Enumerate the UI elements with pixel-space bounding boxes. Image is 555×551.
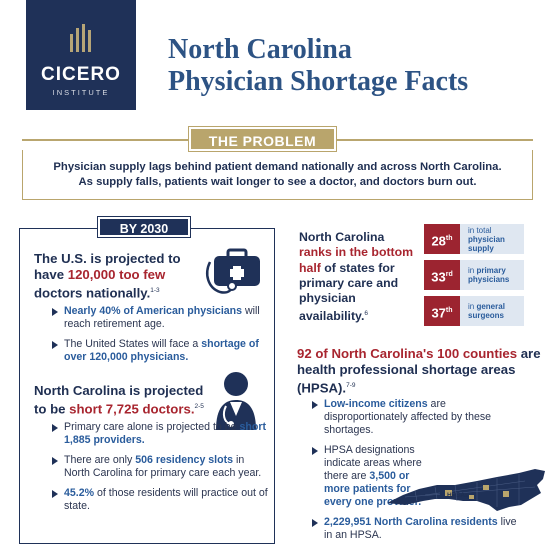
problem-statement: Physician supply lags behind patient dem…	[22, 150, 533, 200]
page-title: North Carolina Physician Shortage Facts	[168, 34, 469, 97]
nc-hpsa-map	[387, 469, 545, 511]
list-item: The United States will face a shortage o…	[50, 338, 265, 364]
doctor-icon	[216, 372, 256, 430]
columns-icon	[64, 22, 98, 52]
us-facts: Nearly 40% of American physicians will r…	[50, 305, 265, 371]
logo-name: CICERO	[41, 64, 121, 85]
rank-general-surgeons: 37th in general surgeons	[424, 296, 524, 326]
logo-subtitle: INSTITUTE	[52, 88, 110, 97]
list-item: 45.2% of those residents will practice o…	[50, 487, 268, 513]
cicero-logo: CICERO INSTITUTE	[26, 0, 136, 110]
list-item: There are only 506 residency slots in No…	[50, 454, 268, 480]
rank-primary-physicians: 33rd in primary physicians	[424, 260, 524, 290]
hpsa-heading: 92 of North Carolina's 100 counties are …	[297, 346, 541, 396]
list-item: Nearly 40% of American physicians will r…	[50, 305, 265, 331]
ranking-statement: North Carolina ranks in the bottom half …	[299, 230, 414, 324]
map-legend: HPSAs	[440, 492, 469, 499]
nc-facts: Primary care alone is projected to be sh…	[50, 421, 268, 520]
us-lead: The U.S. is projected to have 120,000 to…	[34, 251, 181, 301]
rank-physician-supply: 28th in total physician supply	[424, 224, 524, 254]
medical-bag-icon	[206, 248, 260, 294]
list-item: HPSA designations indicate areas where t…	[310, 444, 422, 509]
nc-lead: North Carolina is projected to be short …	[34, 383, 204, 417]
by-2030-heading: BY 2030	[97, 216, 191, 238]
list-item: 2,229,951 North Carolina residents live …	[310, 516, 525, 542]
list-item: Low-income citizens are disproportionate…	[310, 398, 525, 437]
problem-heading: THE PROBLEM	[188, 126, 337, 152]
list-item: Primary care alone is projected to be sh…	[50, 421, 268, 447]
hpsa-facts: Low-income citizens are disproportionate…	[310, 398, 525, 549]
